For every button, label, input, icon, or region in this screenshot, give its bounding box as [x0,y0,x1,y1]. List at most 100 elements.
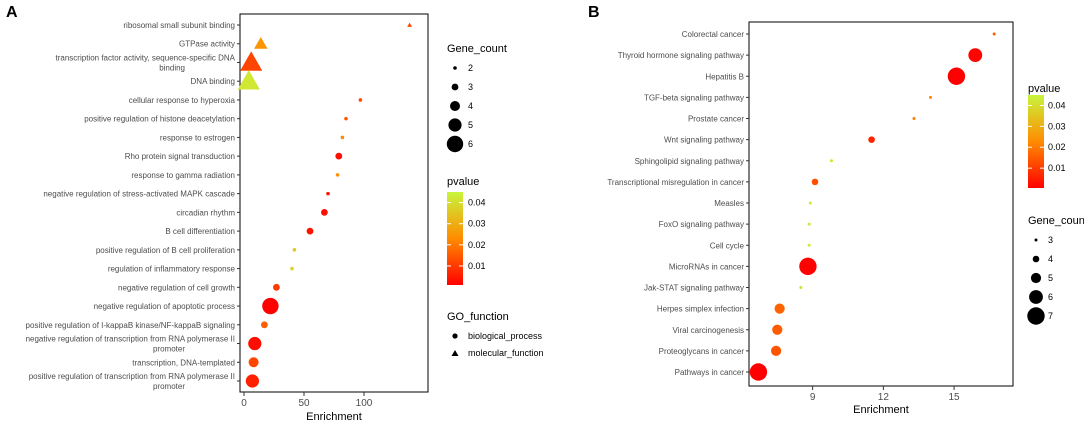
legend-size-label-a: 3 [468,82,473,92]
legend-color-bar-b [1028,95,1044,188]
data-point-a [326,191,330,196]
legend-circle-icon [452,333,458,339]
legend-color-label-b: 0.02 [1048,142,1066,152]
y-tick-label-b: Sphingolipid signaling pathway [635,157,744,166]
data-point-a [248,357,259,368]
y-tick-label-a: cellular response to hyperoxia [129,96,236,105]
data-point-b [992,32,996,36]
legend-size-label-b: 6 [1048,292,1053,302]
data-point-a [254,36,268,49]
x-tick-label-b: 15 [949,392,961,403]
data-point-b [811,178,819,186]
legend-size-swatch-a [451,83,459,91]
y-tick-label-b: FoxO signaling pathway [659,220,744,229]
y-tick-label-b: Measles [714,199,744,208]
panel-a-chart: 0 50 100 Enrichment ribosomal small subunit … [26,13,544,423]
y-tick-label-b: Prostate cancer [688,115,744,124]
plot-frame-b [748,21,1014,387]
data-point-a [306,227,314,235]
legend-size-swatch-b [1032,255,1040,263]
legend-color-label-b: 0.04 [1048,100,1066,110]
data-point-a [321,208,328,216]
legend-size-swatch-b [1027,307,1045,325]
data-point-a [358,98,363,102]
data-point-b [771,345,782,356]
x-tick-label-a: 0 [241,398,247,409]
legend-color-label-a: 0.04 [468,198,486,208]
y-tick-label-a: ribosomal small subunit binding [123,21,235,30]
x-axis-title-b: Enrichment [853,404,909,416]
legend-size-label-a: 2 [468,63,473,73]
y-tick-label-a: positive regulation of B cell proliferat… [96,246,235,255]
y-tick-label-b: TGF-beta signaling pathway [644,93,744,102]
data-point-a [344,116,348,121]
legend-title-gene-count-b: Gene_count [1028,215,1084,227]
y-tick-label-a: negative regulation of apoptotic process [94,302,235,311]
y-tick-label-a: Rho protein signal transduction [125,152,235,161]
y-tick-label-a: DNA binding [191,77,235,86]
legend-size-label-b: 5 [1048,273,1053,283]
legend-function-label-a: biological_process [468,331,543,341]
legend-color-label-b: 0.03 [1048,121,1066,131]
data-point-b [929,95,932,99]
legend-title-pvalue-a: pvalue [447,176,479,188]
legend-size-label-b: 3 [1048,235,1053,245]
y-tick-label-a: negative regulation of cell growth [118,283,235,292]
panel-b-chart: 9 12 15 Enrichment Colorectal cancer Thyroid … [607,21,1084,416]
y-tick-label-a: response to estrogen [160,133,235,142]
legend-color-label-a: 0.02 [468,240,486,250]
data-point-b [830,159,833,163]
data-point-b [799,286,803,289]
data-point-a [261,321,268,329]
legend-size-label-a: 4 [468,101,473,111]
data-point-b [749,363,768,381]
x-tick-label-a: 50 [298,398,310,409]
data-point-a [245,374,259,388]
legend-size-label-a: 5 [468,120,473,130]
data-point-b [808,201,812,205]
data-point-b [772,324,783,335]
legend-size-label-b: 7 [1048,311,1053,321]
y-tick-label-a: transcription, DNA-templated [132,358,235,367]
y-tick-label-a: positive regulation of transcription fro… [29,372,235,391]
legend-size-swatch-a [446,135,464,153]
legend-size-swatch-a [450,101,460,111]
plot-frame-a [239,13,429,393]
legend-title-gene-count-a: Gene_count [447,43,507,55]
data-point-b [807,222,811,226]
y-tick-label-b: Herpes simplex infection [657,305,744,314]
y-tick-label-b: Viral carcinogenesis [673,326,744,335]
legend-size-swatch-b [1030,272,1042,284]
y-tick-label-a: circadian rhythm [176,208,235,217]
data-point-a [292,248,297,252]
y-tick-label-a: regulation of inflammatory response [108,265,236,274]
y-tick-label-b: Wnt signaling pathway [664,136,744,145]
legend-size-label-b: 4 [1048,254,1053,264]
y-tick-label-b: MicroRNAs in cancer [669,262,744,271]
data-point-a [335,152,343,160]
y-tick-label-a: B cell differentiation [165,227,235,236]
data-point-b [807,243,811,247]
data-point-b [774,303,785,314]
y-tick-label-a: GTPase activity [179,40,235,49]
data-point-a [237,70,260,90]
data-point-a [240,51,263,71]
legend-color-label-b: 0.01 [1048,163,1066,173]
legend-color-bar-a [447,192,463,285]
y-tick-label-b: Thyroid hormone signaling pathway [618,51,744,60]
y-tick-label-a: negative regulation of stress-activated … [43,190,235,199]
y-tick-label-b: Colorectal cancer [682,30,745,39]
legend-size-swatch-b [1029,290,1043,304]
data-point-b [868,136,875,143]
y-tick-label-a: transcription factor activity, sequence-… [56,53,236,72]
panel-label-a: A [6,4,18,21]
legend-color-label-a: 0.03 [468,219,486,229]
data-point-a [407,22,413,27]
x-tick-label-b: 9 [810,392,816,403]
y-tick-label-a: response to gamma radiation [131,171,235,180]
data-point-a [290,266,294,271]
legend-color-label-a: 0.01 [468,261,486,271]
y-tick-label-b: Transcriptional misregulation in cancer [607,178,744,187]
y-tick-label-b: Jak-STAT signaling pathway [644,284,744,293]
